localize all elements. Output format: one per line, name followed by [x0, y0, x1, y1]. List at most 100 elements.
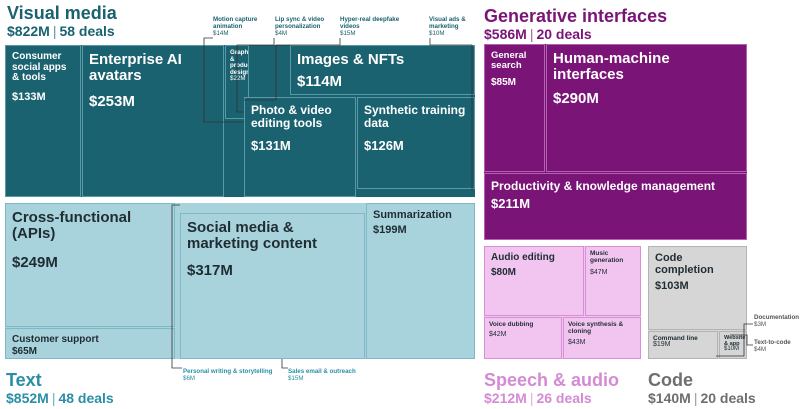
- cell-value: $133M: [12, 91, 46, 103]
- cell-label: Social media & marketing content: [187, 219, 318, 252]
- callout-v_motion: Motion capture animation $14M: [213, 16, 265, 37]
- group-total-text: $852M | 48 deals: [6, 391, 114, 405]
- treemap-cell-s_dub: Voice dubbing $42M: [484, 317, 562, 359]
- callout-value: $15M: [288, 375, 304, 383]
- cell-value: $114M: [297, 73, 343, 90]
- treemap-cell-c_web: Website & app $10M: [719, 331, 747, 359]
- cell-value: $85M: [491, 77, 517, 88]
- callout-label: Hyper-real deepfake videos: [340, 16, 400, 31]
- cell-label: General search: [491, 50, 527, 72]
- group-deals: 26 deals: [536, 390, 592, 406]
- group-amount: $212M: [484, 390, 527, 406]
- group-title-text: Text: [6, 370, 42, 390]
- cell-label: Code completion: [655, 252, 714, 276]
- treemap-cell-s_edit: Audio editing $80M: [484, 246, 584, 316]
- callout-v_lipsync: Lip sync & video personalization $4M: [275, 16, 331, 37]
- group-amount: $852M: [6, 390, 49, 406]
- cell-label: Music generation: [590, 250, 624, 264]
- callout-v_ads: Visual ads & marketing $10M: [429, 16, 469, 37]
- group-total-code: $140M | 20 deals: [648, 391, 756, 405]
- cell-value: $317M: [187, 262, 233, 279]
- leader-line-t_writing: [171, 204, 182, 369]
- treemap-cell-t_support: Customer support $65M: [5, 328, 175, 359]
- callout-value: $4M: [754, 346, 767, 354]
- treemap-cell-c_cli: Command line $19M: [648, 331, 718, 359]
- cell-value: $42M: [489, 331, 507, 338]
- treemap-cell-g_search: General search $85M: [484, 44, 545, 172]
- callout-t_writing: Personal writing & storytelling $6M: [183, 368, 273, 382]
- cell-value: $80M: [491, 267, 517, 278]
- callout-value: $4M: [275, 30, 288, 38]
- group-deals: 20 deals: [536, 26, 592, 42]
- cell-label: Productivity & knowledge management: [491, 179, 716, 193]
- cell-value: $65M: [12, 346, 38, 357]
- cell-label: Command line: [653, 335, 698, 342]
- group-deals: 58 deals: [59, 23, 115, 39]
- callout-label: Sales email & outreach: [288, 368, 356, 375]
- group-amount: $586M: [484, 26, 527, 42]
- cell-value: $290M: [553, 90, 599, 107]
- cell-value: $249M: [12, 254, 58, 271]
- cell-label: Consumer social apps & tools: [12, 51, 67, 84]
- cell-label: Audio editing: [491, 252, 555, 263]
- cell-label: Synthetic training data: [364, 103, 466, 130]
- group-deals: 48 deals: [58, 390, 114, 406]
- separator: |: [52, 23, 57, 39]
- cell-value: $103M: [655, 280, 689, 292]
- cell-value: $43M: [568, 339, 586, 346]
- callout-label: Personal writing & storytelling: [183, 368, 273, 375]
- cell-value: $19M: [653, 341, 671, 348]
- callout-label: Text-to-code: [754, 339, 791, 346]
- callout-value: $14M: [213, 30, 229, 38]
- separator: |: [693, 390, 698, 406]
- group-total-speech: $212M | 26 deals: [484, 391, 592, 405]
- cell-value: $131M: [251, 138, 291, 153]
- cell-label: Voice dubbing: [489, 321, 534, 328]
- cell-label: Cross-functional (APIs): [12, 209, 132, 242]
- group-amount: $822M: [7, 23, 50, 39]
- leader-line-t_email: [281, 359, 288, 369]
- cell-value: $10M: [724, 346, 740, 352]
- group-total-genint: $586M | 20 deals: [484, 27, 592, 41]
- separator: |: [51, 390, 56, 406]
- leader-line-c_t2c: [730, 334, 753, 346]
- cell-label: Voice synthesis & cloning: [568, 321, 624, 335]
- group-deals: 20 deals: [700, 390, 756, 406]
- cell-label: Images & NFTs: [297, 51, 405, 68]
- cell-label: Website & app: [724, 335, 746, 347]
- leader-line-v_ads: [429, 38, 473, 190]
- callout-value: $10M: [429, 30, 445, 38]
- cell-value: $47M: [590, 269, 608, 276]
- leader-line-v_deepfake: [244, 38, 341, 101]
- group-title-code: Code: [648, 370, 693, 390]
- cell-label: Enterprise AI avatars: [89, 51, 182, 84]
- cell-label: Human-machine interfaces: [553, 50, 670, 83]
- callout-value: $3M: [754, 321, 767, 329]
- callout-label: Motion capture animation: [213, 16, 258, 31]
- treemap-cell-t_summ: Summarization $199M: [366, 203, 475, 359]
- callout-label: Documentation: [754, 314, 800, 321]
- treemap-cell-v_photo: Photo & video editing tools $131M: [244, 97, 356, 197]
- group-total-visual: $822M | 58 deals: [7, 24, 115, 38]
- group-amount: $140M: [648, 390, 691, 406]
- treemap-cell-s_music: Music generation $47M: [585, 246, 641, 316]
- treemap-cell-g_hmi: Human-machine interfaces $290M: [546, 44, 747, 172]
- cell-label: Graphics & product design: [230, 49, 249, 76]
- treemap-cell-c_completion: Code completion $103M: [648, 246, 747, 330]
- leader-line-v_motion: [203, 37, 244, 123]
- callout-v_deepfake: Hyper-real deepfake videos $15M: [340, 16, 400, 37]
- callout-label: Visual ads & marketing: [429, 16, 466, 31]
- cell-label: Customer support: [12, 334, 99, 345]
- callout-value: $6M: [183, 375, 196, 383]
- treemap-cell-s_clone: Voice synthesis & cloning $43M: [563, 317, 641, 359]
- treemap-cell-t_cross: Cross-functional (APIs) $249M: [5, 203, 175, 327]
- treemap-cell-v_avatars: Enterprise AI avatars $253M: [82, 45, 224, 197]
- treemap-cell-g_prod: Productivity & knowledge management $211M: [484, 173, 747, 240]
- leader-line-v_lipsync: [236, 38, 275, 113]
- treemap-cell-v_social: Consumer social apps & tools $133M: [5, 45, 81, 197]
- group-title-visual: Visual media: [7, 3, 117, 23]
- cell-value: $22M: [230, 75, 246, 82]
- callout-t_email: Sales email & outreach $15M: [288, 368, 358, 382]
- cell-label: Summarization: [373, 209, 452, 221]
